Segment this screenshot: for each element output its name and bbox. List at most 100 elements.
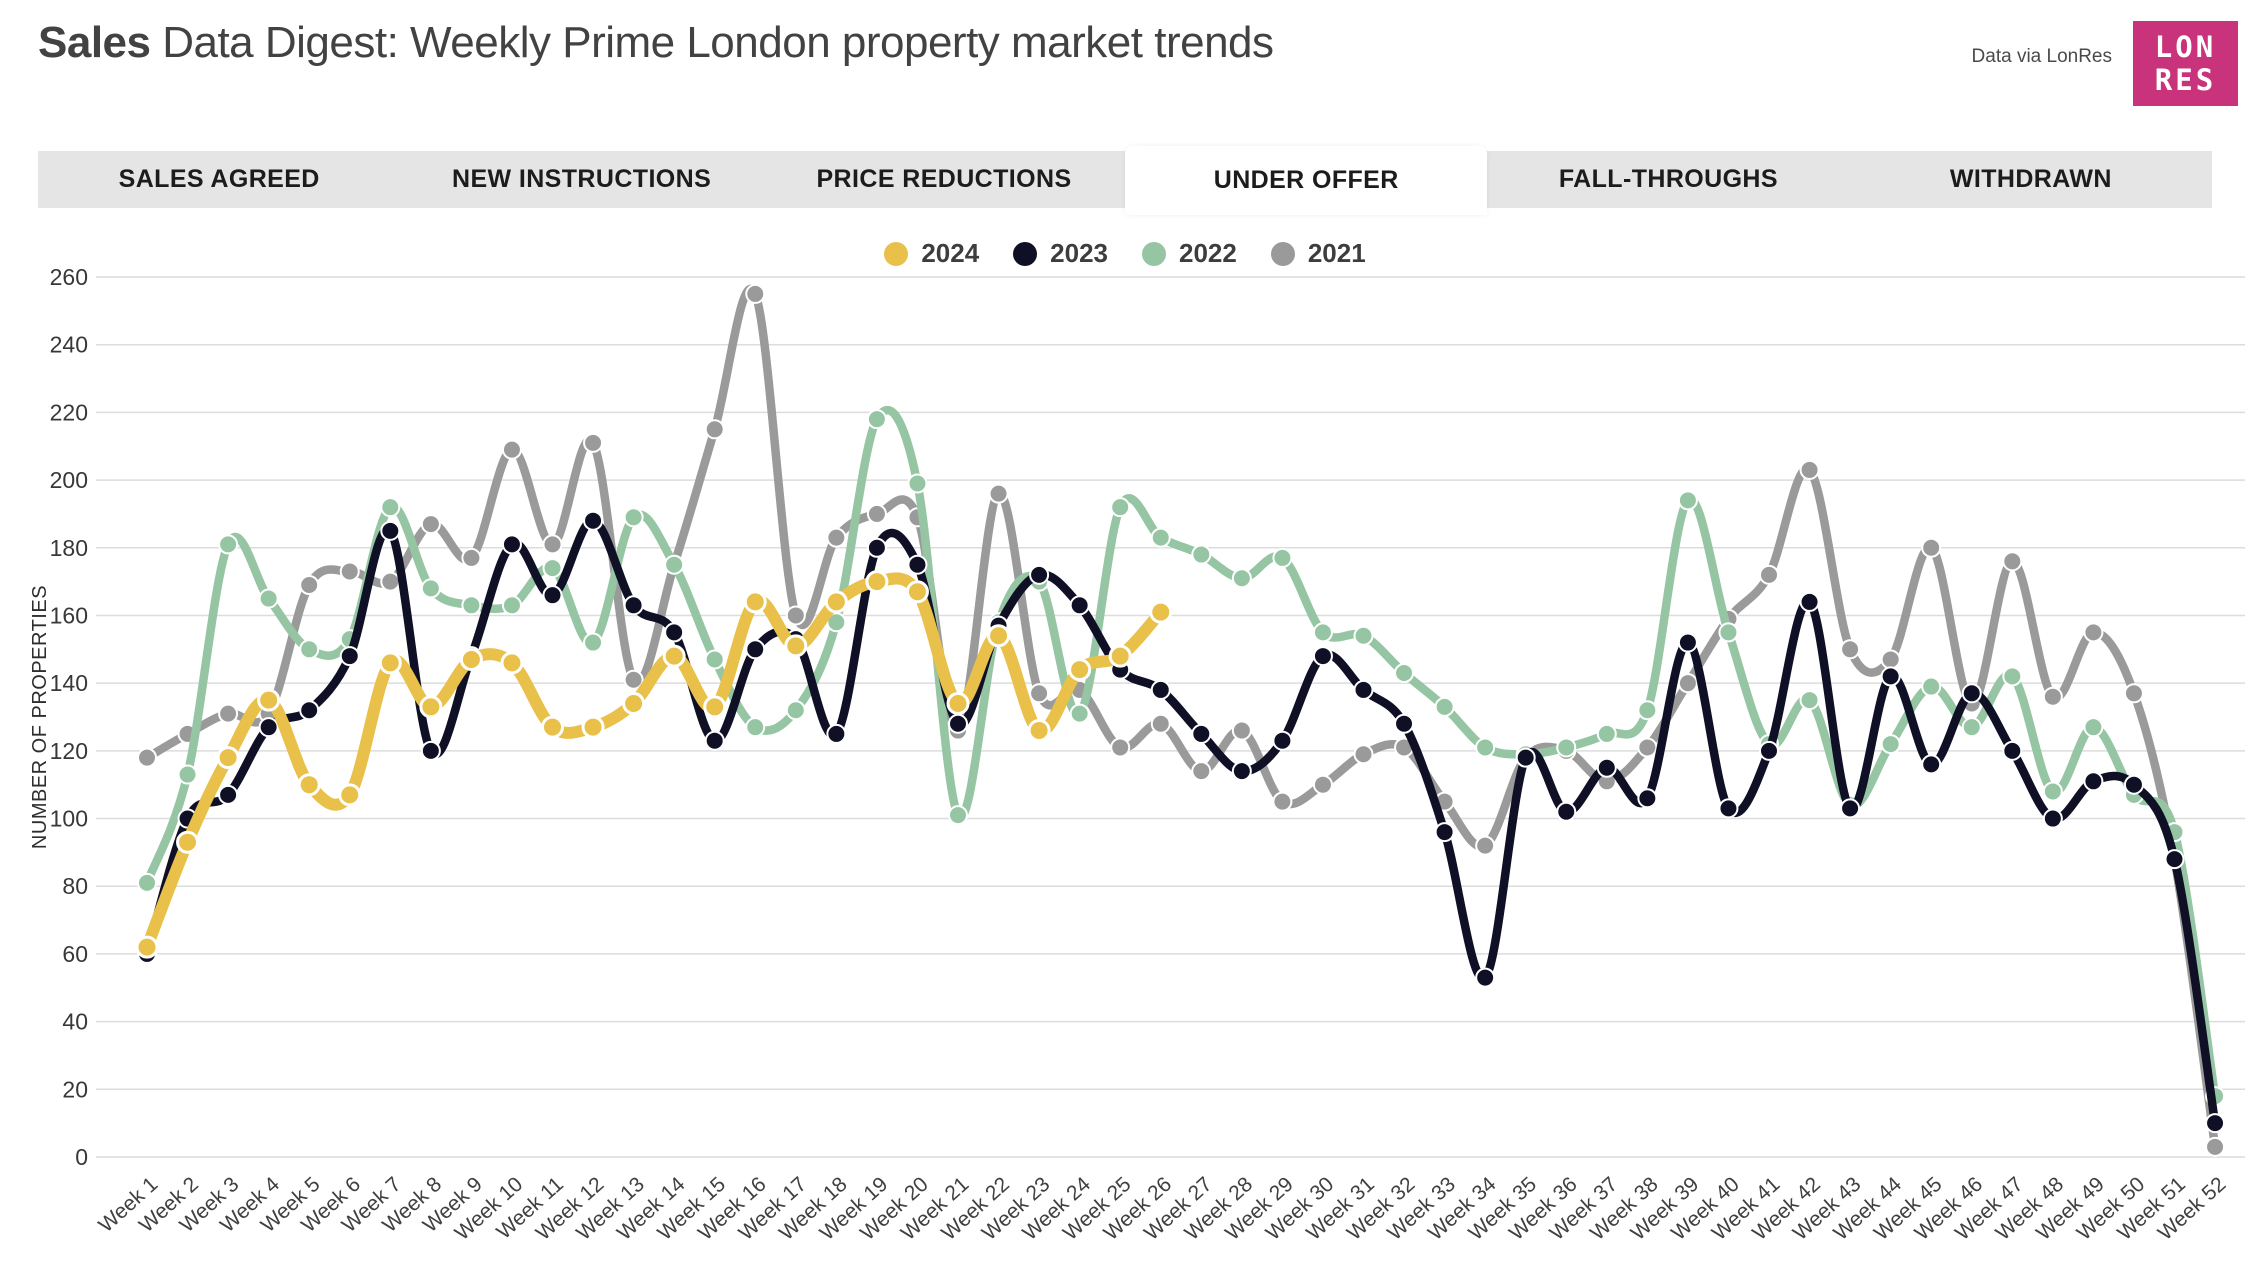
chart-legend: 2024 2023 2022 2021 (0, 238, 2250, 269)
data-point-2021-w6 (339, 561, 360, 582)
data-point-2022-w28 (1231, 568, 1252, 589)
data-point-2021-w5 (299, 575, 320, 596)
data-point-2021-w34 (1475, 835, 1496, 856)
y-axis-tick: 80 (62, 873, 88, 899)
data-point-2022-w31 (1353, 625, 1374, 646)
data-point-2022-w26 (1150, 527, 1171, 548)
tab-sales-agreed[interactable]: SALES AGREED (118, 165, 320, 193)
data-point-2024-w20 (905, 580, 929, 604)
data-point-2023-w7 (380, 520, 401, 541)
data-point-2022-w5 (299, 639, 320, 660)
y-axis-tick: 260 (50, 264, 88, 290)
data-point-2022-w11 (542, 558, 563, 579)
data-point-2021-w52 (2205, 1136, 2226, 1157)
data-point-2024-w14 (662, 644, 686, 668)
legend-item-2022[interactable]: 2022 (1142, 238, 1237, 269)
data-point-2024-w5 (297, 773, 321, 797)
data-point-2023-w42 (1799, 591, 1820, 612)
legend-dot-2022 (1142, 241, 1166, 266)
data-point-2021-w43 (1840, 639, 1861, 660)
data-point-2021-w30 (1312, 774, 1333, 795)
data-point-2021-w45 (1921, 537, 1942, 558)
tab-new-instructions[interactable]: NEW INSTRUCTIONS (452, 165, 712, 193)
legend-label: 2022 (1179, 238, 1237, 268)
legend-label: 2021 (1307, 238, 1366, 268)
data-point-2024-w13 (622, 691, 646, 715)
y-axis-tick: 200 (50, 467, 88, 493)
data-point-2024-w10 (500, 651, 524, 675)
data-point-2024-w22 (987, 624, 1011, 648)
data-point-2023-w20 (907, 554, 928, 575)
legend-item-2021[interactable]: 2021 (1270, 238, 1366, 269)
data-point-2022-w3 (218, 534, 239, 555)
y-axis-title: NUMBER OF PROPERTIES (29, 585, 51, 849)
tab-price-reductions[interactable]: PRICE REDUCTIONS (816, 165, 1072, 193)
tab-bar: SALES AGREED NEW INSTRUCTIONS PRICE REDUCT… (38, 146, 2212, 215)
tab-fall-throughs[interactable]: FALL-THROUGHS (1558, 165, 1778, 193)
data-point-2021-w1 (137, 747, 157, 768)
y-axis-tick: 160 (50, 602, 88, 628)
legend-item-2023[interactable]: 2023 (1013, 238, 1108, 269)
data-point-2021-w13 (623, 669, 644, 690)
legend-label: 2024 (921, 238, 980, 268)
data-point-2021-w8 (420, 514, 441, 535)
data-point-2021-w18 (826, 527, 847, 548)
data-point-2023-w13 (623, 595, 644, 616)
data-point-2023-w40 (1718, 798, 1739, 819)
data-point-2023-w4 (258, 717, 279, 738)
data-point-2024-w15 (703, 695, 727, 719)
data-point-2023-w35 (1515, 747, 1536, 768)
data-point-2022-w8 (420, 578, 441, 599)
data-point-2022-w34 (1475, 737, 1496, 758)
data-point-2022-w21 (948, 805, 968, 826)
data-point-2023-w28 (1231, 761, 1252, 782)
data-point-2022-w45 (1921, 676, 1942, 697)
data-point-2021-w27 (1191, 761, 1212, 782)
data-point-2023-w14 (664, 622, 685, 643)
legend-item-2024[interactable]: 2024 (884, 238, 979, 269)
data-point-2023-w18 (826, 723, 847, 744)
data-point-2023-w51 (2164, 849, 2185, 870)
legend-label: 2023 (1050, 238, 1108, 268)
data-point-2023-w30 (1312, 646, 1333, 667)
data-point-2022-w36 (1556, 737, 1577, 758)
data-point-2022-w46 (1961, 717, 1982, 738)
page-title: Sales Data Digest: Weekly Prime London p… (38, 18, 1274, 68)
data-point-2023-w23 (1029, 564, 1050, 585)
data-point-2022-w33 (1434, 696, 1455, 717)
data-point-2022-w29 (1272, 547, 1293, 568)
data-point-2022-w48 (2042, 781, 2063, 802)
legend-dot-2021 (1270, 241, 1295, 266)
data-point-2023-w6 (339, 646, 360, 667)
tab-under-offer[interactable]: UNDER OFFER (1125, 146, 1488, 215)
data-point-2023-w52 (2205, 1113, 2226, 1134)
tab-withdrawn[interactable]: WITHDRAWN (1949, 165, 2112, 193)
y-axis-tick: 220 (50, 399, 88, 425)
data-point-2022-w25 (1110, 497, 1131, 518)
data-point-2024-w17 (784, 634, 808, 658)
data-point-2022-w13 (623, 507, 644, 528)
data-point-2022-w40 (1718, 622, 1739, 643)
data-point-2022-w16 (745, 717, 766, 738)
data-point-2024-w21 (946, 691, 970, 715)
y-axis-tick: 20 (62, 1076, 88, 1102)
data-point-2022-w27 (1191, 544, 1212, 565)
data-point-2022-w47 (2002, 666, 2023, 687)
data-point-2021-w47 (2002, 551, 2023, 572)
data-point-2024-w16 (743, 590, 767, 614)
data-point-2022-w37 (1596, 723, 1617, 744)
data-point-2024-w24 (1068, 658, 1092, 682)
data-point-2023-w10 (501, 534, 522, 555)
data-point-2023-w41 (1759, 740, 1779, 761)
data-point-2022-w38 (1637, 700, 1658, 721)
data-point-2021-w19 (866, 503, 887, 524)
data-point-2024-w26 (1149, 600, 1173, 624)
data-point-2022-w7 (380, 497, 401, 518)
data-point-2023-w15 (704, 730, 725, 751)
data-point-2024-w2 (176, 830, 200, 854)
data-point-2021-w12 (583, 432, 604, 453)
data-point-2021-w3 (218, 703, 239, 724)
data-point-2023-w46 (1961, 683, 1982, 704)
data-point-2021-w23 (1029, 683, 1050, 704)
data-point-2021-w41 (1759, 564, 1779, 585)
